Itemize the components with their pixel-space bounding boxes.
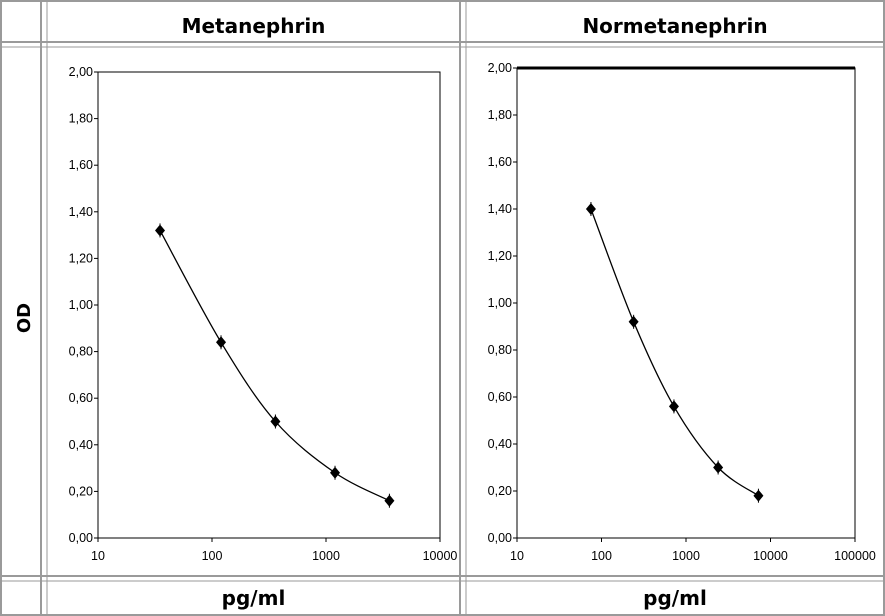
data-point [585, 203, 596, 215]
series-line [159, 230, 390, 502]
y-tick-label: 0,00 [69, 531, 93, 545]
y-tick-label: 1,40 [488, 202, 512, 216]
row-label-od: OD [14, 303, 35, 333]
data-point [753, 489, 764, 502]
y-tick-label: 0,80 [488, 343, 512, 357]
data-point [216, 336, 227, 349]
data-point [330, 466, 341, 479]
footer-unit-left: pg/ml [221, 586, 286, 610]
chart-normetanephrin: 0,00 0,20 0,40 0,60 0,80 1,00 1,20 1,40 1,60 1,80… [488, 61, 876, 563]
plot-area [516, 67, 856, 539]
x-tick-label: 10000 [753, 549, 788, 563]
y-tick-label: 1,60 [488, 155, 512, 169]
y-tick-label: 1,20 [488, 249, 512, 263]
y-tick-label: 0,20 [69, 484, 93, 498]
y-tick-label: 2,00 [69, 65, 93, 79]
y-tick-label: 0,00 [488, 531, 512, 545]
chart-metanephrin: 0,00 0,20 0,40 0,60 0,80 1,00 1,20 1,40 1,60 1,80… [69, 65, 458, 563]
x-tick-label: 100000 [834, 549, 876, 563]
y-tick-label: 0,60 [69, 391, 93, 405]
x-tick-label: 100 [202, 549, 223, 563]
footer-unit-right: pg/ml [643, 586, 707, 610]
header-metanephrin: Metanephrin [181, 14, 326, 38]
data-point [668, 400, 679, 413]
x-tick-label: 1000 [312, 549, 340, 563]
y-tick-label: 0,40 [69, 438, 93, 452]
data-point [155, 224, 166, 237]
x-tick-label: 10 [510, 549, 524, 563]
y-tick-label: 1,60 [69, 158, 93, 172]
y-tick-label: 0,40 [488, 437, 512, 451]
data-point [270, 415, 281, 428]
y-tick-label: 1,80 [69, 112, 93, 126]
plot-area [97, 71, 441, 539]
data-point [628, 315, 639, 328]
data-point [384, 494, 395, 507]
y-tick-label: 0,20 [488, 484, 512, 498]
x-tick-label: 1000 [672, 549, 700, 563]
header-normetanephrin: Normetanephrin [582, 14, 768, 38]
y-tick-label: 1,00 [488, 296, 512, 310]
x-tick-label: 10 [91, 549, 105, 563]
y-tick-label: 2,00 [488, 61, 512, 75]
y-tick-label: 1,80 [488, 108, 512, 122]
x-tick-label: 10000 [423, 549, 458, 563]
y-tick-label: 1,00 [69, 298, 93, 312]
x-tick-label: 100 [591, 549, 612, 563]
series-line [590, 208, 759, 497]
y-tick-label: 1,40 [69, 205, 93, 219]
data-point [713, 461, 724, 474]
y-tick-label: 1,20 [69, 251, 93, 265]
y-tick-label: 0,60 [488, 390, 512, 404]
y-tick-label: 0,80 [69, 345, 93, 359]
